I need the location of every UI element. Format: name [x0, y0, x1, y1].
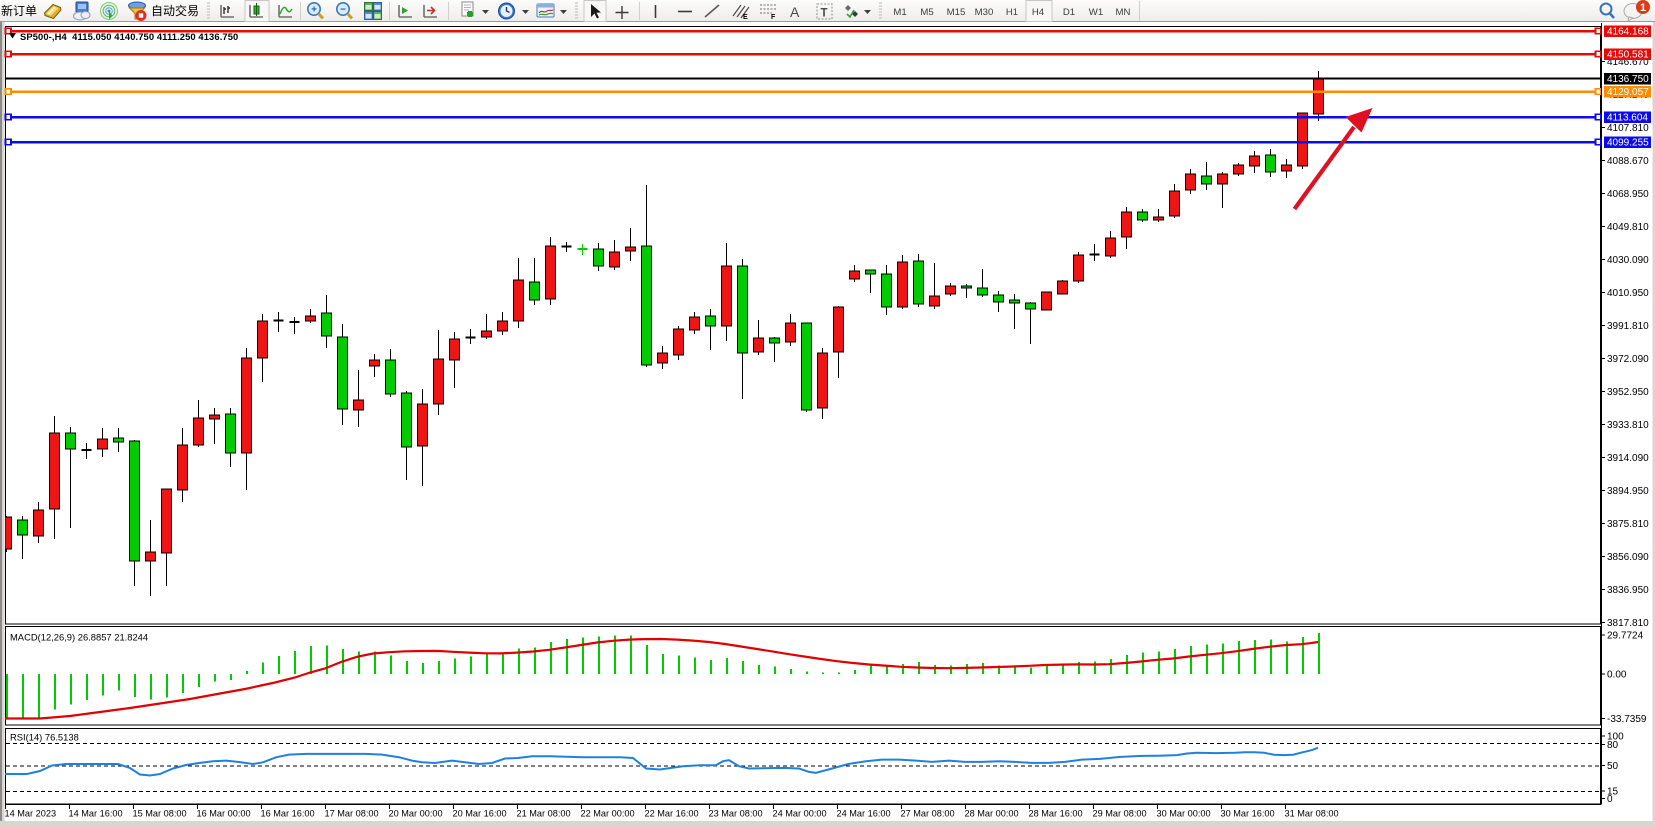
svg-text:22 Mar 16:00: 22 Mar 16:00	[645, 809, 699, 819]
svg-text:E: E	[743, 14, 748, 21]
svg-text:3933.810: 3933.810	[1607, 420, 1649, 431]
svg-text:31 Mar 08:00: 31 Mar 08:00	[1285, 809, 1339, 819]
svg-text:+: +	[311, 5, 317, 16]
svg-text:14 Mar 2023: 14 Mar 2023	[5, 809, 57, 819]
svg-text:H4: H4	[1032, 7, 1045, 18]
svg-text:27 Mar 08:00: 27 Mar 08:00	[901, 809, 955, 819]
svg-text:H1: H1	[1006, 7, 1018, 18]
svg-text:−: −	[340, 5, 346, 16]
svg-text:4010.950: 4010.950	[1607, 288, 1649, 299]
svg-text:新订单: 新订单	[1, 3, 37, 18]
svg-text:MACD(12,26,9) 26.8857 21.8244: MACD(12,26,9) 26.8857 21.8244	[10, 632, 148, 643]
svg-text:30 Mar 00:00: 30 Mar 00:00	[1157, 809, 1211, 819]
svg-text:RSI(14) 76.5138: RSI(14) 76.5138	[10, 732, 79, 743]
svg-text:D1: D1	[1063, 7, 1075, 18]
svg-text:4113.604: 4113.604	[1607, 113, 1648, 124]
svg-text:4099.255: 4099.255	[1607, 138, 1649, 149]
svg-text:T: T	[821, 8, 828, 20]
svg-text:4136.750: 4136.750	[1607, 74, 1649, 85]
svg-text:W1: W1	[1089, 7, 1103, 18]
svg-text:A: A	[790, 4, 800, 20]
svg-text:SP500-,H4 4115.050 4140.750 4: SP500-,H4 4115.050 4140.750 4111.250 413…	[20, 31, 238, 42]
svg-text:MN: MN	[1116, 7, 1131, 18]
svg-text:28 Mar 16:00: 28 Mar 16:00	[1029, 809, 1083, 819]
svg-text:0.00: 0.00	[1607, 670, 1627, 681]
svg-text:3894.950: 3894.950	[1607, 486, 1649, 497]
svg-text:4068.950: 4068.950	[1607, 189, 1649, 200]
svg-text:3991.810: 3991.810	[1607, 321, 1649, 332]
svg-text:F: F	[771, 14, 776, 21]
svg-text:20 Mar 16:00: 20 Mar 16:00	[453, 809, 507, 819]
svg-text:3952.950: 3952.950	[1607, 387, 1649, 398]
svg-text:3914.090: 3914.090	[1607, 453, 1649, 464]
svg-text:自动交易: 自动交易	[151, 3, 199, 18]
svg-text:16 Mar 00:00: 16 Mar 00:00	[197, 809, 251, 819]
svg-text:4164.168: 4164.168	[1607, 27, 1649, 38]
svg-text:17 Mar 08:00: 17 Mar 08:00	[325, 809, 379, 819]
svg-text:21 Mar 08:00: 21 Mar 08:00	[517, 809, 571, 819]
svg-text:23 Mar 08:00: 23 Mar 08:00	[709, 809, 763, 819]
svg-text:4150.581: 4150.581	[1607, 50, 1649, 61]
svg-text:100: 100	[1607, 732, 1624, 743]
svg-text:-33.7359: -33.7359	[1607, 714, 1647, 725]
svg-text:3817.810: 3817.810	[1607, 618, 1649, 629]
svg-text:4088.670: 4088.670	[1607, 156, 1649, 167]
svg-text:22 Mar 00:00: 22 Mar 00:00	[581, 809, 635, 819]
svg-text:80: 80	[1607, 740, 1619, 751]
svg-text:4146.670: 4146.670	[1607, 57, 1649, 68]
svg-text:1: 1	[1640, 2, 1646, 14]
svg-text:16 Mar 16:00: 16 Mar 16:00	[261, 809, 315, 819]
svg-text:4107.810: 4107.810	[1607, 123, 1649, 134]
svg-text:20 Mar 00:00: 20 Mar 00:00	[389, 809, 443, 819]
svg-text:28 Mar 00:00: 28 Mar 00:00	[965, 809, 1019, 819]
svg-text:4049.810: 4049.810	[1607, 222, 1649, 233]
svg-text:3836.950: 3836.950	[1607, 585, 1649, 596]
svg-text:50: 50	[1607, 761, 1619, 772]
svg-text:29 Mar 08:00: 29 Mar 08:00	[1093, 809, 1147, 819]
svg-text:M30: M30	[975, 7, 994, 18]
svg-text:30 Mar 16:00: 30 Mar 16:00	[1221, 809, 1275, 819]
svg-text:4129.057: 4129.057	[1607, 87, 1649, 98]
svg-text:0: 0	[1607, 794, 1613, 805]
svg-text:M15: M15	[947, 7, 966, 18]
svg-text:3972.090: 3972.090	[1607, 354, 1649, 365]
svg-text:3875.810: 3875.810	[1607, 519, 1649, 530]
svg-text:29.7724: 29.7724	[1607, 631, 1644, 642]
svg-text:M1: M1	[893, 7, 906, 18]
svg-text:M5: M5	[920, 7, 933, 18]
svg-text:24 Mar 16:00: 24 Mar 16:00	[837, 809, 891, 819]
svg-text:3856.090: 3856.090	[1607, 552, 1649, 563]
svg-text:14 Mar 16:00: 14 Mar 16:00	[69, 809, 123, 819]
svg-text:15 Mar 08:00: 15 Mar 08:00	[133, 809, 187, 819]
svg-text:24 Mar 00:00: 24 Mar 00:00	[773, 809, 827, 819]
svg-text:15: 15	[1607, 787, 1619, 798]
svg-text:4030.090: 4030.090	[1607, 255, 1649, 266]
